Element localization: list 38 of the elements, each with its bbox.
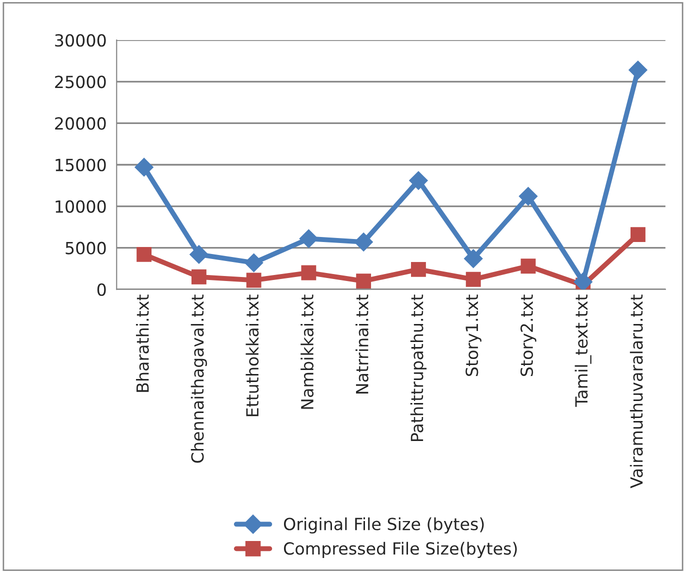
point (301, 265, 316, 280)
y-tick-label: 15000 (56, 158, 106, 172)
y-tick-label: 30000 (55, 34, 106, 47)
legend-label: Original File Size (bytes) (284, 517, 484, 534)
x-tick-label: Natrrinai.txt (356, 294, 368, 394)
point (354, 232, 373, 252)
point (190, 245, 208, 264)
y-tick-label: 10000 (56, 200, 106, 213)
y-tick-label: 0 (97, 283, 106, 296)
x-tick-label: Vairamuthuvaralaru.txt (630, 294, 643, 488)
point (136, 247, 152, 262)
point (246, 272, 262, 288)
point (518, 186, 538, 206)
point (574, 272, 592, 290)
x-tick-label: Story1.txt (466, 294, 482, 376)
point (410, 262, 426, 277)
point (466, 272, 481, 287)
x-tick-label: Story2.txt (520, 294, 536, 376)
y-tick-label: 25000 (55, 76, 106, 88)
point (464, 249, 483, 268)
point (134, 158, 154, 177)
x-tick-label: Pathittrupathu.txt (410, 294, 427, 441)
x-tick-label: Tamil_text.txt (574, 294, 592, 407)
point (244, 253, 264, 272)
point (628, 60, 648, 80)
point (409, 171, 428, 190)
y-tick-label: 5000 (66, 242, 106, 254)
point (630, 227, 646, 242)
x-tick-label: Ettuthokkai.txt (246, 294, 259, 416)
point (299, 229, 318, 248)
x-tick-label: Chennaithagaval.txt (190, 294, 208, 463)
x-tick-label: Bharathi.txt (136, 294, 149, 392)
point (191, 269, 206, 284)
point (356, 274, 372, 289)
point (520, 258, 536, 274)
x-tick-label: Nambikkai.txt (300, 294, 314, 409)
y-tick-label: 20000 (55, 117, 106, 130)
legend-label: Compressed File Size(bytes) (284, 542, 517, 558)
